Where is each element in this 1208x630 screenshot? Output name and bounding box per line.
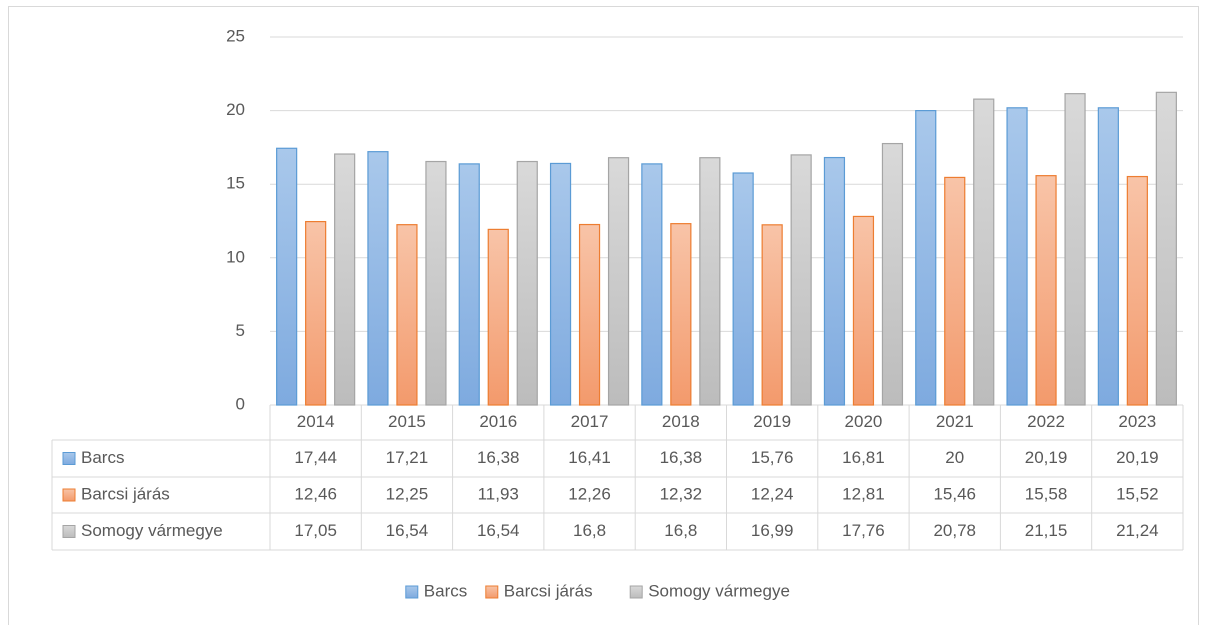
- bar: [1064, 93, 1086, 406]
- table-cell: 16,38: [660, 448, 703, 467]
- bar: [1006, 107, 1028, 406]
- bar: [641, 163, 663, 406]
- x-tick-label: 2018: [662, 412, 700, 431]
- y-tick-label: 15: [226, 174, 245, 193]
- table-cell: 16,54: [477, 521, 520, 540]
- table-cell: 17,05: [294, 521, 337, 540]
- bar: [823, 156, 846, 406]
- table-cell: 16,8: [664, 521, 697, 540]
- bar: [790, 154, 812, 406]
- table-cell: 17,76: [842, 521, 885, 540]
- bar: [670, 223, 692, 406]
- legend-label: Barcs: [424, 581, 467, 600]
- x-tick-label: 2014: [297, 412, 335, 431]
- bar: [973, 98, 995, 406]
- table-cell: 16,8: [573, 521, 606, 540]
- y-tick-label: 20: [226, 100, 245, 119]
- bar: [732, 172, 754, 406]
- bar: [578, 223, 601, 406]
- bar: [1097, 107, 1119, 406]
- table-cell: 21,15: [1025, 521, 1068, 540]
- y-tick-label: 25: [226, 26, 245, 45]
- table-cell: 12,46: [294, 484, 337, 503]
- x-tick-label: 2023: [1118, 412, 1156, 431]
- table-row-label: Barcsi járás: [81, 484, 170, 503]
- x-tick-label: 2016: [479, 412, 517, 431]
- x-tick-label: 2019: [753, 412, 791, 431]
- table-cell: 20,78: [933, 521, 976, 540]
- table-cell: 17,44: [294, 448, 337, 467]
- table-cell: 16,99: [751, 521, 794, 540]
- bar: [1035, 175, 1057, 406]
- table-legend-key: [62, 488, 76, 502]
- table-cell: 16,41: [568, 448, 611, 467]
- table-cell: 20,19: [1116, 448, 1159, 467]
- bar: [549, 162, 572, 406]
- y-tick-label: 5: [236, 321, 245, 340]
- table-legend-key: [62, 452, 76, 465]
- table-cell: 17,21: [386, 448, 429, 467]
- x-tick-label: 2022: [1027, 412, 1065, 431]
- table-cell: 20: [945, 448, 964, 467]
- bar: [276, 147, 298, 406]
- x-tick-label: 2021: [936, 412, 974, 431]
- table-cell: 11,93: [478, 484, 519, 503]
- bar: [761, 224, 783, 406]
- table-cell: 15,52: [1116, 484, 1159, 503]
- table-cell: 12,24: [751, 484, 794, 503]
- chart-frame: [8, 6, 1199, 630]
- table-cell: 15,46: [933, 484, 976, 503]
- y-tick-label: 0: [236, 394, 245, 413]
- bar: [487, 228, 509, 406]
- table-cell: 12,81: [842, 484, 885, 503]
- bar: [881, 142, 904, 406]
- bar: [1126, 175, 1148, 406]
- legend-key: [485, 585, 499, 599]
- table-cell: 15,76: [751, 448, 794, 467]
- table-cell: 12,26: [568, 484, 611, 503]
- bar: [334, 153, 356, 406]
- table-row-label: Somogy vármegye: [81, 521, 223, 540]
- table-cell: 20,19: [1025, 448, 1068, 467]
- x-tick-label: 2017: [571, 412, 609, 431]
- bar: [305, 220, 327, 406]
- legend-label: Barcsi járás: [504, 581, 593, 600]
- bar: [915, 109, 937, 406]
- table-cell: 16,54: [386, 521, 429, 540]
- table-legend-key: [62, 525, 76, 538]
- bar: [607, 157, 630, 406]
- bar: [367, 151, 389, 406]
- legend-key: [629, 585, 643, 599]
- bar: [396, 224, 418, 406]
- table-cell: 16,38: [477, 448, 520, 467]
- x-tick-label: 2015: [388, 412, 426, 431]
- y-tick-label: 10: [226, 247, 245, 266]
- table-cell: 21,24: [1116, 521, 1159, 540]
- bar: [1155, 91, 1177, 406]
- bar: [458, 163, 480, 406]
- table-cell: 12,32: [660, 484, 703, 503]
- table-cell: 15,58: [1025, 484, 1068, 503]
- bar: [516, 160, 538, 406]
- table-row-label: Barcs: [81, 448, 124, 467]
- bar: [944, 176, 966, 406]
- table-cell: 12,25: [386, 484, 429, 503]
- bar: [425, 160, 447, 406]
- bar: [852, 215, 875, 406]
- legend-key: [405, 585, 419, 599]
- bar: [699, 157, 721, 406]
- legend-label: Somogy vármegye: [648, 581, 790, 600]
- x-tick-label: 2020: [845, 412, 883, 431]
- table-cell: 16,81: [842, 448, 885, 467]
